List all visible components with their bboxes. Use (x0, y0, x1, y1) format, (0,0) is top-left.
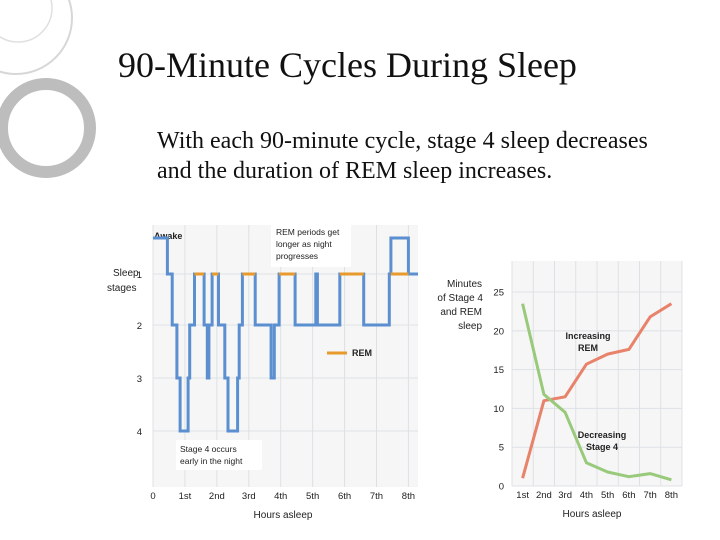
x-tick-label: 1st (516, 490, 529, 501)
y-tick-labels: Awake 1 2 3 4 (137, 231, 183, 438)
x-tick-label: 6th (622, 490, 635, 501)
annotation-line2: early in the night (180, 456, 243, 466)
y-tick-label: 15 (493, 365, 504, 376)
x-tick-label: 6th (338, 491, 351, 502)
x-tick-label: 4th (274, 491, 287, 502)
decorative-circles (0, 0, 96, 178)
y-tick-label: 4 (137, 427, 142, 438)
x-tick-label: 3rd (558, 490, 572, 501)
increasing-rem-line (521, 302, 673, 479)
y-tick-label: 2 (137, 321, 142, 332)
y-tick-label: 3 (137, 374, 142, 385)
x-tick-label: 7th (370, 491, 383, 502)
y-axis-label-line4: sleep (458, 321, 482, 332)
x-tick-labels: 1st 2nd 3rd 4th 5th 6th 7th 8th (516, 490, 678, 501)
legend: REM (327, 348, 372, 358)
deco-circle-large (0, 0, 73, 75)
annotation-line1: Stage 4 occurs (180, 444, 237, 454)
x-tick-label: 8th (665, 490, 678, 501)
sleep-stages-chart: Awake 1 2 3 4 0 1st 2nd 3rd 4th 5th 6th 7th 8th Slee… (107, 222, 418, 521)
x-tick-label: 2nd (209, 491, 225, 502)
y-axis-label-line2: of Stage 4 (437, 293, 483, 304)
x-tick-label: 8th (402, 491, 415, 502)
y-tick-labels: 0 5 10 15 20 25 (493, 288, 504, 493)
sleep-stage-line (153, 236, 418, 433)
x-axis-label: Hours asleep (254, 510, 313, 521)
series-label-decreasing-stage4: Decreasing Stage 4 (578, 430, 627, 452)
x-tick-label: 5th (601, 490, 614, 501)
series-label-line1: Decreasing (578, 430, 627, 440)
legend-label-rem: REM (352, 348, 372, 358)
y-axis-label: Minutes of Stage 4 and REM sleep (437, 279, 483, 332)
x-tick-label: 1st (179, 491, 192, 502)
slide-body-text: With each 90-minute cycle, stage 4 sleep… (157, 128, 648, 184)
rem-periods-annotation: REM periods get longer as night progress… (271, 222, 351, 267)
annotation-line2: longer as night (276, 239, 332, 249)
x-tick-label: 3rd (242, 491, 256, 502)
y-axis-label-line2: stages (107, 283, 136, 294)
slide-title: 90-Minute Cycles During Sleep (118, 45, 577, 85)
x-tick-label: 7th (644, 490, 657, 501)
y-tick-label: 0 (499, 482, 504, 493)
series-label-increasing-rem: Increasing REM (565, 331, 610, 353)
y-axis-label-line1: Minutes (447, 279, 482, 290)
x-axis-label: Hours asleep (563, 509, 622, 520)
decreasing-stage4-line (521, 303, 672, 482)
stage4-rem-minutes-chart: 0 5 10 15 20 25 1st 2nd 3rd 4th 5th 6th 7th 8th Minu… (437, 261, 683, 520)
annotation-box (271, 222, 351, 267)
annotation-line3: progresses (276, 251, 318, 261)
x-tick-label: 4th (580, 490, 593, 501)
x-tick-label: 5th (306, 491, 319, 502)
y-tick-label: 25 (493, 288, 504, 299)
deco-ring-thick (0, 78, 96, 178)
y-tick-label: Awake (154, 231, 182, 241)
series-label-line2: Stage 4 (586, 442, 618, 452)
y-tick-label: 10 (493, 404, 504, 415)
x-tick-labels: 0 1st 2nd 3rd 4th 5th 6th 7th 8th (150, 491, 415, 502)
x-tick-label: 0 (150, 491, 155, 502)
y-axis-label-line3: and REM (440, 307, 482, 318)
annotation-box (176, 440, 262, 470)
deco-circle-medium (0, 0, 53, 43)
y-tick-label: 1 (137, 270, 142, 281)
annotation-line1: REM periods get (276, 227, 340, 237)
series-label-line1: Increasing (565, 331, 610, 341)
x-tick-label: 2nd (536, 490, 552, 501)
stage4-annotation: Stage 4 occurs early in the night (176, 440, 262, 470)
series-label-line2: REM (578, 343, 598, 353)
y-tick-label: 5 (499, 443, 504, 454)
y-tick-label: 20 (493, 326, 504, 337)
y-axis-label-line1: Sleep (113, 268, 139, 279)
